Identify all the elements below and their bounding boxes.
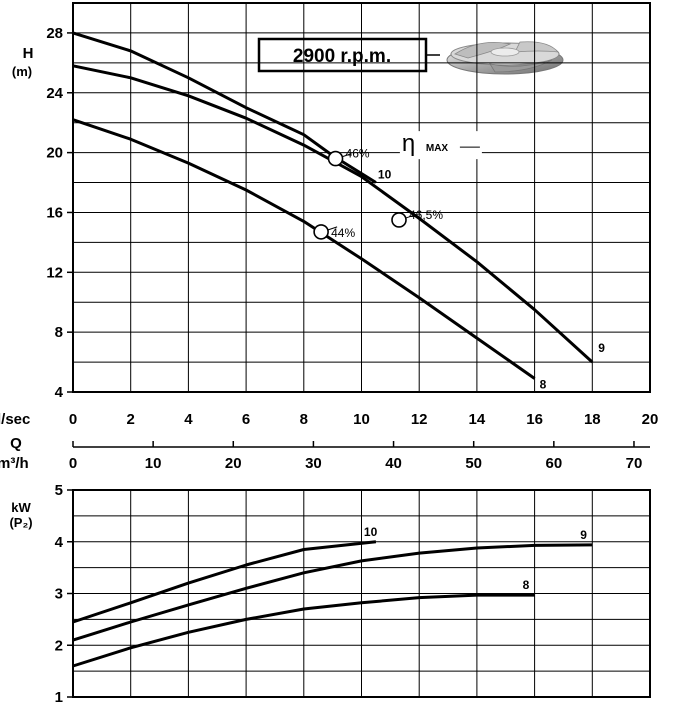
power-curve-8 <box>72 593 535 668</box>
power-curve-10 <box>72 540 377 624</box>
head-curve-label-9: 9 <box>598 341 605 355</box>
flow-axes: 0 2 4 6 8 10 12 14 16 18 20 l/sec Q 0 10 20 30 40 50 60 70 m³… <box>0 411 658 472</box>
flow-ls-tick-label: 10 <box>353 411 370 428</box>
efficiency-legend-backing <box>399 131 482 160</box>
flow-ls-tick-label: 6 <box>242 411 250 428</box>
flow-axis-label: Q <box>10 435 22 452</box>
flow-m3h-tick-label: 0 <box>69 455 77 472</box>
bottom-y-axis-label: kW <box>11 500 31 515</box>
flow-ls-tick-label: 0 <box>69 411 77 428</box>
head-curve-9 <box>72 64 594 364</box>
top-y-tick-label: 24 <box>46 85 63 102</box>
efficiency-point-leader <box>405 214 416 219</box>
efficiency-legend-symbol: η <box>402 130 415 157</box>
efficiency-point-marker <box>391 212 407 228</box>
efficiency-point-leader <box>327 226 338 231</box>
top-y-tick-label: 20 <box>46 145 63 162</box>
flow-m3h-tick-label: 70 <box>626 455 643 472</box>
flow-m3h-tick-label: 50 <box>465 455 482 472</box>
efficiency-point-label: 46,5% <box>409 208 443 222</box>
efficiency-point-marker <box>327 150 344 167</box>
efficiency-point-marker <box>313 224 329 240</box>
power-flow-plot: 1 2 3 4 5 kW(P₂) 8 9 10 <box>9 482 651 706</box>
head-curve-label-8: 8 <box>540 378 547 392</box>
flow-m3h-tick-label: 40 <box>385 455 402 472</box>
speed-label: 2900 r.p.m. <box>293 46 391 67</box>
flow-m3h-unit: m³/h <box>0 455 29 472</box>
top-y-tick-label: 4 <box>55 384 64 401</box>
flow-m3h-tick-label: 30 <box>305 455 322 472</box>
efficiency-point-label: 44% <box>331 226 355 240</box>
flow-ls-tick-label: 12 <box>411 411 428 428</box>
efficiency-legend-text: MAX <box>426 143 449 154</box>
power-curve-label-9: 9 <box>580 528 587 542</box>
flow-ls-unit: l/sec <box>0 411 30 428</box>
flow-m3h-tick-label: 20 <box>225 455 242 472</box>
flow-ls-tick-label: 16 <box>526 411 543 428</box>
flow-ls-tick-label: 8 <box>300 411 308 428</box>
bottom-y-tick-label: 4 <box>55 534 64 551</box>
flow-m3h-tick-label: 10 <box>145 455 162 472</box>
efficiency-point-leader <box>342 153 352 158</box>
power-curve-label-10: 10 <box>364 525 378 539</box>
bottom-y-tick-label: 5 <box>55 482 63 499</box>
top-y-tick-label: 16 <box>46 204 63 221</box>
bottom-y-tick-label: 2 <box>55 637 63 654</box>
flow-ls-tick-label: 20 <box>642 411 659 428</box>
head-curve-8 <box>72 118 536 380</box>
head-curve-label-10: 10 <box>378 168 392 182</box>
impeller-photo <box>440 33 568 79</box>
head-flow-plot: 4 8 12 16 20 24 28 H (m) 8 9 10 44% 46,5% 46% η MAX <box>12 2 651 401</box>
bottom-y-tick-label: 1 <box>55 689 63 703</box>
top-plot-frame <box>72 2 651 393</box>
flow-ls-tick-label: 18 <box>584 411 601 428</box>
power-curve-label-8: 8 <box>523 578 530 592</box>
flow-ls-tick-label: 2 <box>127 411 135 428</box>
top-y-tick-label: 28 <box>46 25 63 42</box>
bottom-y-tick-label: 3 <box>55 586 63 603</box>
flow-ls-tick-label: 4 <box>184 411 193 428</box>
top-y-tick-label: 8 <box>55 324 63 341</box>
top-y-tick-label: 12 <box>46 264 63 281</box>
flow-m3h-tick-label: 60 <box>545 455 562 472</box>
power-curve-9 <box>72 543 593 642</box>
bottom-y-axis-unit: (P₂) <box>9 515 32 530</box>
top-y-axis-label: H <box>23 45 34 62</box>
speed-label-box <box>257 37 428 73</box>
efficiency-point-label: 46% <box>346 147 370 161</box>
top-y-axis-unit: (m) <box>12 64 32 79</box>
flow-ls-tick-label: 14 <box>469 411 486 428</box>
